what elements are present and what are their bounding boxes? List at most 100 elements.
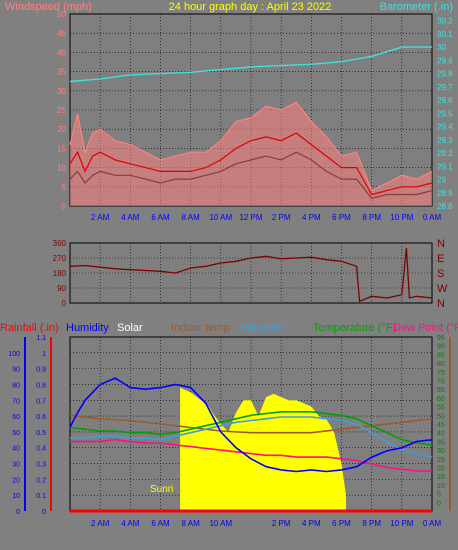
temperature-line <box>69 410 433 446</box>
temperature-tick-label: 25 <box>437 457 445 464</box>
windspeed-tick-label: 25 <box>57 106 66 115</box>
barometer-tick-label: 29.7 <box>437 83 453 92</box>
time-tick-label: 4 AM <box>121 519 140 528</box>
time-tick-label: 12 PM <box>239 213 262 222</box>
solar-area <box>180 387 346 511</box>
temperature-tick-label: 30 <box>437 448 445 455</box>
time-tick-label: 10 AM <box>209 519 232 528</box>
time-tick-label: 2 PM <box>272 519 291 528</box>
rain-tick-label: 0.5 <box>36 430 46 437</box>
barometer-tick-label: 30.2 <box>437 17 453 26</box>
time-tick-label: 2 AM <box>91 519 110 528</box>
windspeed-tick-label: 5 <box>62 183 67 192</box>
rain-tick-label: 0.1 <box>36 493 46 500</box>
direction-tick-label: 90 <box>57 284 66 293</box>
barometer-tick-label: 29.1 <box>437 162 453 171</box>
barometer-tick-label: 29.8 <box>437 70 453 79</box>
barometer-tick-label: 29.6 <box>437 96 453 105</box>
compass-label: N <box>437 298 445 310</box>
rain-tick-label: 0 <box>42 509 46 516</box>
temperature-tick-label: 35 <box>437 439 445 446</box>
time-tick-label: 2 PM <box>272 213 291 222</box>
humidity-tick-label: 60 <box>12 414 20 421</box>
time-tick-label: 4 PM <box>302 519 321 528</box>
temperature-tick-label: 70 <box>437 379 445 386</box>
barometer-tick-label: 30.1 <box>437 30 453 39</box>
rain-tick-label: 0.9 <box>36 367 46 374</box>
temperature-tick-label: 90 <box>437 344 445 351</box>
legend-label: Temperature (°F) <box>313 322 396 334</box>
wind-direction-line <box>69 247 433 303</box>
windspeed-tick-label: 50 <box>57 10 66 19</box>
legend-label: Windchill <box>241 322 285 334</box>
humidity-tick-label: 10 <box>12 493 20 500</box>
time-tick-label: 4 PM <box>302 213 321 222</box>
temperature-tick-label: 80 <box>437 361 445 368</box>
temperature-tick-label: 40 <box>437 431 445 438</box>
barometer-tick-label: 29.2 <box>437 149 453 158</box>
dewpoint-line <box>70 438 432 472</box>
rain-tick-label: 1.1 <box>36 335 46 342</box>
compass-label: N <box>437 238 445 250</box>
temperature-tick-label: 60 <box>437 396 445 403</box>
rain-tick-label: 0.7 <box>36 398 46 405</box>
temperature-chart: Rainfall (.in) Humidity Solar Indoor temp Wi… <box>0 322 458 528</box>
direction-tick-label: 0 <box>62 299 67 308</box>
windspeed-tick-label: 45 <box>57 29 66 38</box>
temperature-tick-label: 0 <box>437 500 441 507</box>
time-tick-label: 10 PM <box>390 519 413 528</box>
rain-tick-label: 0.6 <box>36 414 46 421</box>
rain-tick-label: 1 <box>42 351 46 358</box>
time-tick-label: 8 AM <box>182 213 201 222</box>
time-tick-label: 6 PM <box>332 519 351 528</box>
time-tick-label: 8 PM <box>362 213 381 222</box>
humidity-tick-label: 80 <box>12 382 20 389</box>
time-tick-label: 6 AM <box>151 213 170 222</box>
temperature-tick-label: 5 <box>437 492 441 499</box>
humidity-tick-label: 100 <box>8 351 20 358</box>
temperature-tick-label: 75 <box>437 370 445 377</box>
barometer-tick-label: 29.3 <box>437 136 453 145</box>
humidity-line <box>69 377 433 473</box>
time-tick-label: 10 AM <box>209 213 232 222</box>
direction-tick-label: 180 <box>53 269 67 278</box>
barometer-tick-label: 28.8 <box>437 202 453 211</box>
direction-tick-label: 270 <box>53 254 67 263</box>
time-tick-label: 4 AM <box>121 213 140 222</box>
windspeed-axis-label: Windspeed (mph) <box>5 1 92 13</box>
barometer-axis-label: Barometer (.in) <box>380 1 453 13</box>
barometer-tick-label: 29.5 <box>437 109 453 118</box>
temperature-tick-label: 20 <box>437 466 445 473</box>
direction-tick-label: 360 <box>53 239 67 248</box>
temperature-tick-label: 15 <box>437 474 445 481</box>
wind-chart: Windspeed (mph) 24 hour graph day : Apri… <box>5 1 453 222</box>
gust-line <box>69 101 433 192</box>
humidity-tick-label: 50 <box>12 430 20 437</box>
humidity-tick-label: 0 <box>16 509 20 516</box>
chart-title: 24 hour graph day : April 23 2022 <box>169 1 332 13</box>
barometer-line <box>69 46 432 83</box>
rain-tick-label: 0.8 <box>36 382 46 389</box>
wind_dark-line <box>69 151 433 199</box>
humidity-tick-label: 30 <box>12 462 20 469</box>
humidity-tick-label: 40 <box>12 446 20 453</box>
legend-label: Indoor temp <box>171 322 230 334</box>
time-tick-label: 0 AM <box>423 213 442 222</box>
humidity-tick-label: 70 <box>12 398 20 405</box>
time-tick-label: 0 AM <box>423 519 442 528</box>
temperature-tick-label: 65 <box>437 387 445 394</box>
time-tick-label: 8 AM <box>182 519 201 528</box>
time-tick-label: 6 AM <box>151 519 170 528</box>
temperature-tick-label: 95 <box>437 335 445 342</box>
barometer-tick-label: 30 <box>437 43 446 52</box>
time-tick-label: 8 PM <box>362 519 381 528</box>
temperature-tick-label: 55 <box>437 405 445 412</box>
legend-label: Humidity <box>66 322 109 334</box>
sunrise-label: Sunri <box>150 484 173 495</box>
rain-tick-label: 0.2 <box>36 477 46 484</box>
windspeed-tick-label: 15 <box>57 144 66 153</box>
barometer-tick-label: 28.9 <box>437 189 453 198</box>
legend-label: Solar <box>117 322 143 334</box>
